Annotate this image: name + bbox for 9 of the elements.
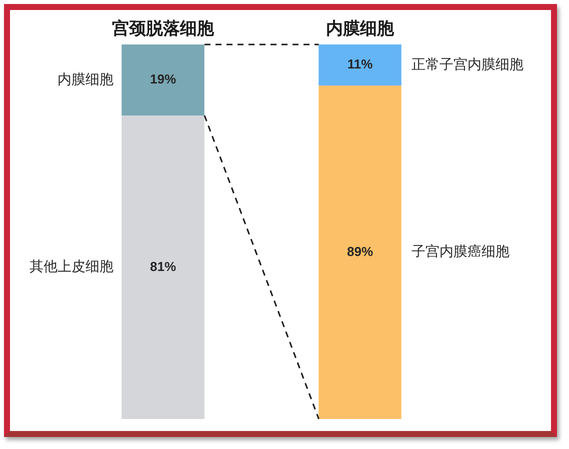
data-label: 11% bbox=[347, 56, 374, 72]
data-label: 19% bbox=[150, 72, 176, 87]
series-label: 内膜细胞 bbox=[58, 70, 114, 87]
series-label: 子宫内膜癌细胞 bbox=[411, 243, 510, 260]
x-tick-label: 宫颈脱落细胞 bbox=[112, 18, 215, 38]
data-label: 89% bbox=[346, 244, 374, 259]
series-label: 其他上皮细胞 bbox=[30, 258, 114, 274]
data-label: 81% bbox=[150, 258, 176, 274]
series-label: 正常子宫内膜细胞 bbox=[411, 56, 524, 72]
